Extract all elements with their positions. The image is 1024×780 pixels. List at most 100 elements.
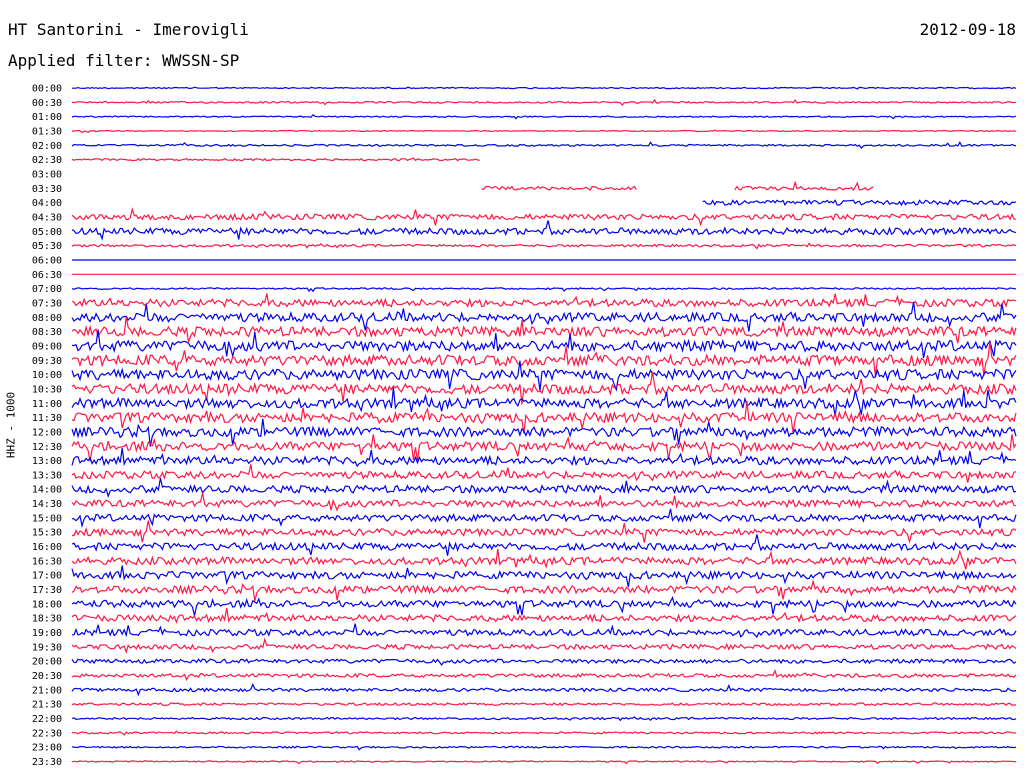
trace-row-2230 <box>71 730 1017 736</box>
trace-row-2130 <box>71 702 1017 707</box>
time-label-1630: 16:30 <box>32 556 62 567</box>
trace-row-0100 <box>71 113 1017 120</box>
time-label-1830: 18:30 <box>32 614 62 625</box>
time-label-0800: 08:00 <box>32 313 62 324</box>
trace-row-0930 <box>71 342 1017 376</box>
trace-row-0330 <box>481 180 874 192</box>
time-label-0930: 09:30 <box>32 356 62 367</box>
trace-row-0400 <box>702 199 1017 207</box>
time-label-2000: 20:00 <box>32 657 62 668</box>
date-label: 2012-09-18 <box>919 20 1016 39</box>
time-label-1900: 19:00 <box>32 628 62 639</box>
trace-row-1630 <box>71 549 1017 570</box>
trace-row-0530 <box>71 242 1017 250</box>
time-label-0200: 02:00 <box>32 141 62 152</box>
trace-row-1230 <box>71 434 1017 462</box>
time-label-0530: 05:30 <box>32 241 62 252</box>
trace-row-1830 <box>71 607 1017 624</box>
time-label-0130: 01:30 <box>32 126 62 137</box>
trace-group <box>71 86 1017 765</box>
time-label-1700: 17:00 <box>32 571 62 582</box>
filter-label: Applied filter: <box>8 51 153 70</box>
time-label-0330: 03:30 <box>32 184 62 195</box>
trace-row-0200 <box>71 141 1017 150</box>
time-label-1030: 10:30 <box>32 384 62 395</box>
time-label-0600: 06:00 <box>32 255 62 266</box>
trace-row-0030 <box>71 99 1017 106</box>
trace-row-0130 <box>71 129 1017 134</box>
time-label-0700: 07:00 <box>32 284 62 295</box>
trace-row-1930 <box>71 637 1017 654</box>
time-label-1230: 12:30 <box>32 442 62 453</box>
time-label-1330: 13:30 <box>32 470 62 481</box>
time-label-0400: 04:00 <box>32 198 62 209</box>
time-label-1000: 10:00 <box>32 370 62 381</box>
time-label-0230: 02:30 <box>32 155 62 166</box>
time-label-2300: 23:00 <box>32 743 62 754</box>
station-title: HT Santorini - Imerovigli <box>8 20 249 39</box>
trace-row-2100 <box>71 682 1017 697</box>
trace-row-1430 <box>71 492 1017 512</box>
time-label-0100: 01:00 <box>32 112 62 123</box>
time-label-2200: 22:00 <box>32 714 62 725</box>
time-label-0500: 05:00 <box>32 227 62 238</box>
time-label-1400: 14:00 <box>32 485 62 496</box>
time-label-1930: 19:30 <box>32 642 62 653</box>
time-label-1500: 15:00 <box>32 513 62 524</box>
time-label-0900: 09:00 <box>32 341 62 352</box>
time-label-0030: 00:30 <box>32 98 62 109</box>
time-labels-group: 00:00 00:30 01:00 01:30 02:00 02:30 03:00 03:30… <box>32 84 62 769</box>
time-label-1730: 17:30 <box>32 585 62 596</box>
trace-row-2330 <box>71 760 1017 765</box>
time-label-1530: 15:30 <box>32 528 62 539</box>
trace-row-1030 <box>71 371 1017 405</box>
time-label-1800: 18:00 <box>32 599 62 610</box>
trace-row-0900 <box>71 329 1017 359</box>
trace-row-1730 <box>71 579 1017 602</box>
trace-row-0700 <box>71 287 1017 293</box>
trace-row-1000 <box>71 360 1017 392</box>
time-label-0000: 00:00 <box>32 84 62 95</box>
trace-row-1400 <box>71 477 1017 498</box>
trace-row-0230 <box>71 157 480 162</box>
time-label-1300: 13:00 <box>32 456 62 467</box>
time-label-2230: 22:30 <box>32 728 62 739</box>
time-label-2130: 21:30 <box>32 700 62 711</box>
time-label-1130: 11:30 <box>32 413 62 424</box>
trace-row-1600 <box>71 534 1017 556</box>
time-label-0300: 03:00 <box>32 169 62 180</box>
trace-row-0500 <box>71 220 1017 241</box>
time-label-1600: 16:00 <box>32 542 62 553</box>
trace-row-1200 <box>71 418 1017 447</box>
time-label-0830: 08:30 <box>32 327 62 338</box>
trace-row-1800 <box>71 595 1017 616</box>
time-label-2330: 23:30 <box>32 757 62 768</box>
trace-row-0430 <box>71 207 1017 227</box>
trace-row-1100 <box>71 387 1017 417</box>
trace-row-0830 <box>71 316 1017 344</box>
trace-row-1330 <box>71 464 1017 483</box>
time-label-1430: 14:30 <box>32 499 62 510</box>
time-label-0730: 07:30 <box>32 298 62 309</box>
trace-row-1700 <box>71 565 1017 588</box>
time-label-2030: 20:30 <box>32 671 62 682</box>
trace-row-0800 <box>71 301 1017 332</box>
trace-row-1900 <box>72 623 1017 639</box>
trace-row-2300 <box>71 745 1017 751</box>
time-label-0430: 04:30 <box>32 212 62 223</box>
trace-row-1530 <box>72 520 1017 544</box>
time-label-0630: 06:30 <box>32 270 62 281</box>
filter-value: WWSSN-SP <box>162 51 240 70</box>
trace-row-0730 <box>71 293 1017 309</box>
time-label-1100: 11:00 <box>32 399 62 410</box>
trace-row-2000 <box>71 658 1017 667</box>
trace-row-2200 <box>71 716 1017 722</box>
trace-row-1300 <box>71 447 1017 468</box>
trace-row-1130 <box>71 400 1017 434</box>
trace-row-1500 <box>71 508 1017 529</box>
trace-row-2030 <box>71 668 1017 682</box>
time-label-2100: 21:00 <box>32 685 62 696</box>
time-label-1200: 12:00 <box>32 427 62 438</box>
trace-row-0000 <box>72 86 1017 90</box>
